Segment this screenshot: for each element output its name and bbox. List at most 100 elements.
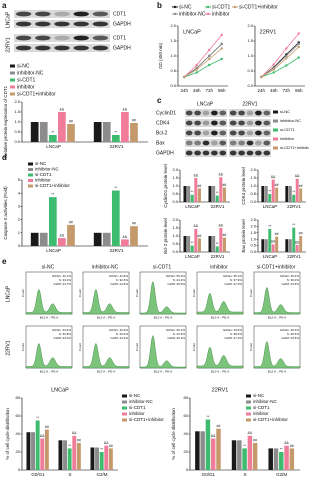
blot-band	[246, 120, 254, 126]
legend-swatch	[122, 394, 127, 398]
blot-band	[185, 130, 193, 136]
significance: &&	[218, 223, 223, 227]
y-tick-label: 4	[18, 190, 21, 195]
bar	[31, 432, 36, 470]
legend-label: si-CDT1+inhibitor	[17, 91, 56, 97]
bar	[295, 244, 299, 252]
bar	[111, 190, 120, 246]
panel-letter: d	[2, 153, 7, 162]
blot-band	[219, 150, 227, 156]
flow-stat: G2/M: 24.2%	[53, 336, 71, 340]
legend-label: si-CDT1	[129, 405, 146, 410]
x-axis-label: BL2-A :: PE-A	[97, 369, 116, 373]
x-tick-label: LNCaP	[263, 254, 278, 259]
bar	[48, 135, 57, 142]
y-tick-label: 0.0	[14, 139, 20, 144]
label: Bcl-2	[156, 130, 168, 136]
bar	[39, 122, 48, 142]
legend-label: si-CDT1+inhibitor	[35, 183, 70, 188]
bar	[195, 431, 200, 470]
bar	[183, 236, 187, 252]
blot-band	[263, 120, 271, 126]
x-tick-label: LNCaP	[263, 204, 278, 209]
y-tick-label: 0.0	[247, 83, 253, 88]
blot-band	[246, 130, 254, 136]
blot-band	[194, 150, 201, 156]
histogram	[82, 342, 130, 369]
y-axis-label: Count	[192, 289, 196, 297]
histogram-frame	[139, 271, 187, 315]
flow-stat: G0/G1: 42.8%	[109, 274, 128, 278]
y-tick-label: 0.0	[250, 249, 256, 254]
bar	[95, 447, 100, 470]
blot-band	[73, 45, 89, 51]
point	[272, 63, 275, 66]
histogram	[196, 346, 244, 369]
blot-band	[35, 45, 51, 51]
x-tick-label: LNCaP	[46, 144, 61, 149]
bar	[197, 238, 201, 252]
significance: **	[114, 186, 117, 190]
flow-stat: S: 23.5%	[173, 332, 186, 336]
flow-stat: S: 33.0%	[116, 332, 129, 336]
significance: &&	[193, 173, 198, 177]
blot-band	[15, 45, 32, 51]
blot-band	[255, 120, 262, 126]
y-tick-label: 1.0	[250, 183, 256, 188]
bar	[284, 445, 289, 470]
y-tick-label: 80	[16, 395, 21, 400]
label: 22RV1	[242, 101, 257, 107]
y-tick-label: 0.5	[14, 129, 20, 134]
legend-label: si-CDT1+inhibitor	[253, 417, 288, 422]
legend-label: si-CDT1	[35, 172, 52, 177]
x-tick-label: G0/G1	[31, 472, 45, 477]
blot-band	[92, 21, 109, 27]
y-tick-label: 1.0	[172, 233, 178, 238]
bar	[93, 122, 102, 142]
significance: **	[68, 444, 71, 448]
legend-label: si-CDT1+inhibitor	[129, 417, 164, 422]
flow-stat: G0/G1: 43.0%	[52, 328, 71, 332]
blot-band	[202, 130, 210, 136]
y-tick-label: 20	[184, 449, 189, 454]
blot-band	[211, 120, 218, 126]
y-tick-label: 2.0	[250, 167, 256, 172]
y-tick-label: 0	[18, 243, 21, 248]
y-axis-label: Bax protein level	[241, 219, 246, 252]
flow-stat: G2/M: 24.4%	[110, 336, 128, 340]
legend-label: si-CDT1	[253, 405, 270, 410]
y-tick-label: 1.0	[250, 236, 256, 241]
legend-swatch	[10, 92, 15, 96]
significance: **	[243, 444, 246, 448]
bar	[194, 228, 198, 252]
flow-stat: S: 24.2%	[173, 278, 186, 282]
significance: **	[292, 223, 295, 227]
x-tick-label: 22RV1	[110, 144, 124, 149]
y-axis-label: % of cell cycle distribution	[5, 408, 10, 460]
bar	[268, 194, 272, 202]
legend-label: si-CDT1+inhibitor	[280, 145, 309, 150]
blot-band	[185, 150, 193, 156]
histogram-frame	[25, 271, 73, 315]
x-axis-label: BL2-A :: PE-A	[154, 369, 173, 373]
legend-label: si-NC	[129, 393, 141, 398]
legend-label: inhibitor	[280, 136, 295, 141]
x-tick-label: G2/M	[276, 472, 287, 477]
significance: &&	[123, 235, 128, 239]
flow-stat: G2/M: 24.6%	[281, 282, 299, 286]
legend-label: inhibitor	[212, 11, 230, 17]
histogram	[253, 286, 301, 315]
flow-stat: G2/M: 27.0%	[224, 282, 242, 286]
significance: **	[280, 447, 283, 451]
blot-band	[246, 110, 254, 116]
y-tick-label: 0.5	[250, 243, 256, 248]
significance: ##	[253, 438, 257, 442]
histogram-frame	[253, 325, 301, 369]
y-tick-label: 1.5	[250, 230, 256, 235]
histogram	[139, 280, 187, 315]
y-tick-label: 1.0	[14, 119, 20, 124]
legend-swatch	[122, 400, 127, 404]
significance: **	[207, 415, 210, 419]
y-tick-label: 1.5	[172, 175, 178, 180]
